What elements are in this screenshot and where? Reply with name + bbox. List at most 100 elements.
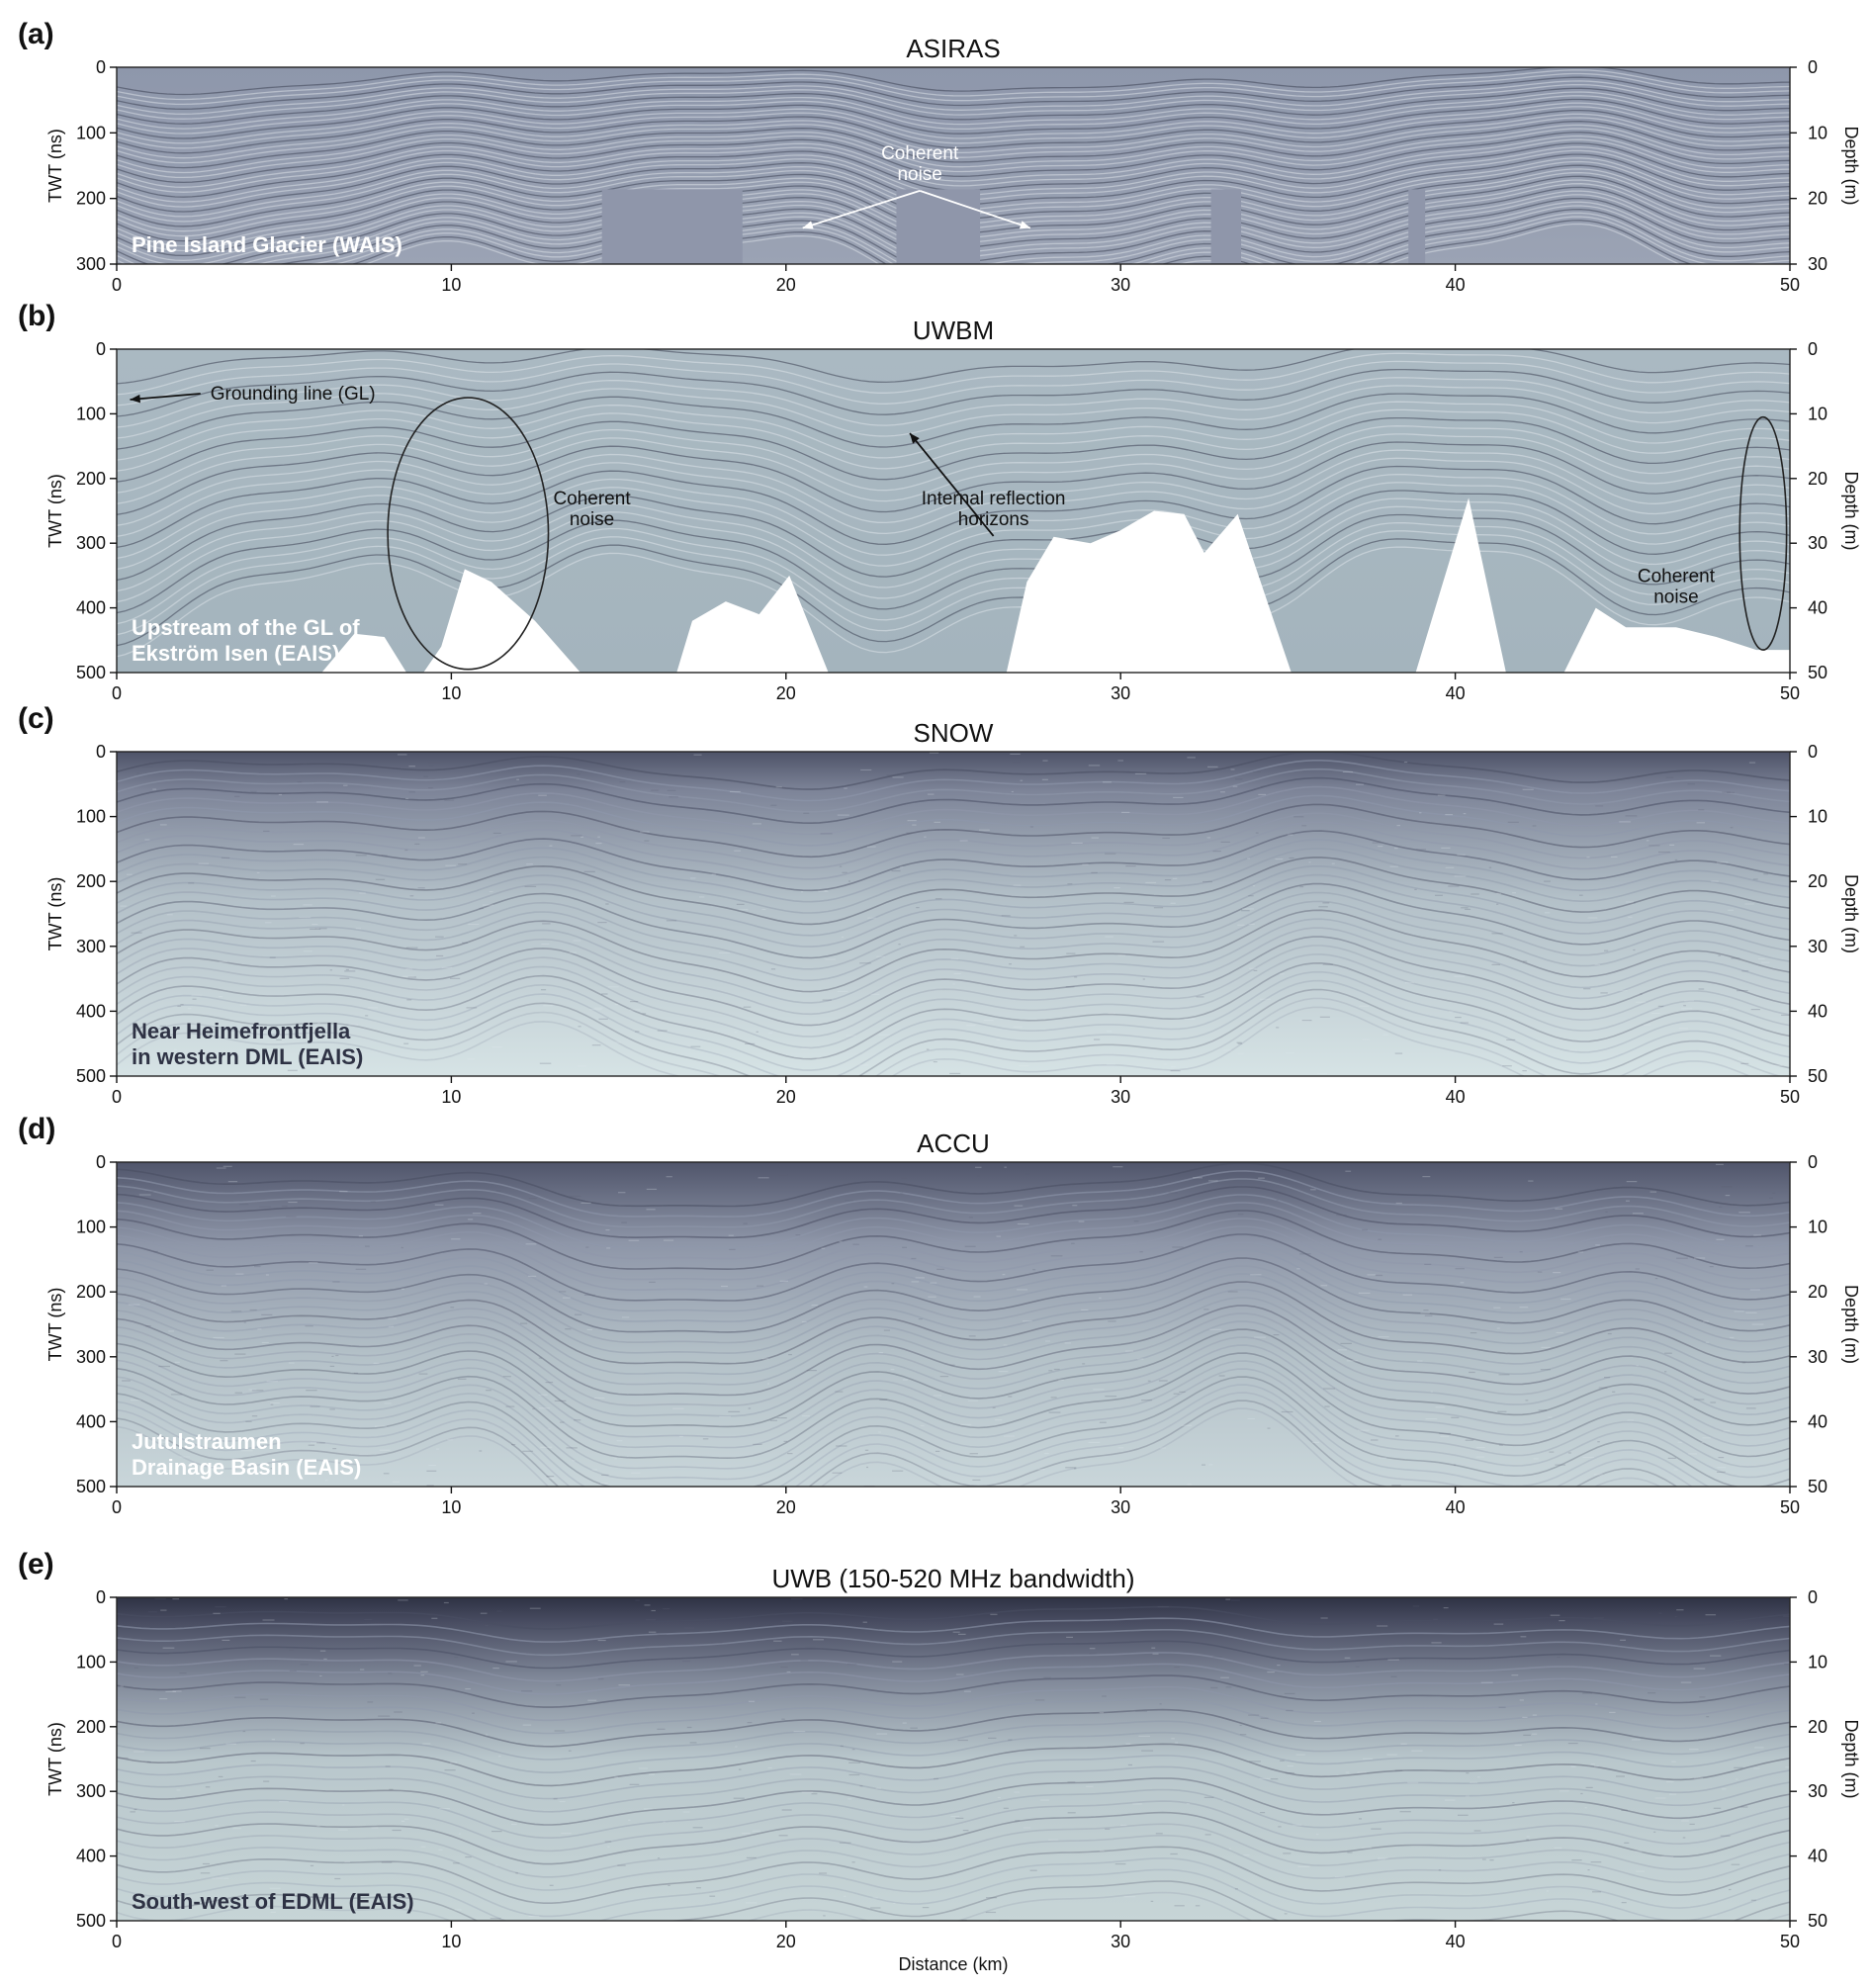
speckle (776, 1626, 785, 1628)
speckle (1498, 1706, 1506, 1708)
speckle (1108, 1320, 1116, 1322)
reflection-horizon (117, 1846, 1790, 1904)
speckle (1203, 1796, 1214, 1798)
speckle (401, 1288, 404, 1290)
speckle (628, 1819, 631, 1821)
speckle (541, 989, 547, 991)
speckle (876, 1733, 888, 1735)
speckle (1313, 1720, 1321, 1723)
reflection-horizon (117, 1731, 1790, 1774)
speckle (1082, 863, 1089, 865)
panel-title: UWBM (913, 316, 994, 345)
speckle (1105, 1828, 1111, 1830)
speckle (1250, 1274, 1262, 1276)
speckle (1577, 1251, 1584, 1253)
speckle (1387, 1659, 1399, 1661)
speckle (935, 1450, 940, 1452)
reflection-horizon (117, 1006, 1752, 1076)
speckle (467, 1058, 475, 1060)
y-tick-label: 200 (76, 1282, 106, 1302)
speckle (614, 1458, 617, 1460)
speckle (472, 1712, 475, 1714)
speckle (1654, 1797, 1666, 1799)
speckle (1412, 1605, 1420, 1607)
speckle (583, 870, 595, 872)
speckle (130, 1811, 135, 1813)
y-tick-label: 300 (76, 1781, 106, 1801)
speckle (310, 1442, 320, 1444)
speckle (839, 1240, 843, 1242)
speckle (1676, 1609, 1684, 1611)
speckle (816, 1057, 823, 1059)
speckle (930, 1282, 937, 1284)
speckle (381, 855, 388, 857)
speckle (1511, 1674, 1519, 1676)
speckle (752, 823, 761, 825)
speckle (355, 928, 361, 930)
speckle (1435, 1406, 1446, 1408)
speckle (574, 1419, 581, 1421)
speckle (975, 1166, 982, 1168)
reflection-horizon (117, 349, 1790, 385)
y2-axis-label: Depth (m) (1841, 1285, 1861, 1364)
speckle (1633, 902, 1636, 904)
speckle (160, 1609, 167, 1611)
speckle (1283, 1852, 1292, 1854)
speckle (1242, 908, 1255, 910)
speckle (1390, 1675, 1397, 1677)
speckle (927, 793, 935, 795)
reflection-horizon (117, 1788, 1790, 1840)
reflection-horizon (117, 521, 1790, 625)
speckle (1636, 1870, 1646, 1872)
speckle (1729, 1336, 1735, 1338)
speckle (1445, 814, 1454, 816)
x-tick-label: 40 (1446, 1932, 1466, 1951)
speckle (649, 1281, 656, 1283)
reflection-horizon (117, 1891, 1790, 1921)
speckle (646, 1209, 656, 1211)
speckle (569, 951, 577, 953)
speckle (1280, 1760, 1285, 1762)
speckle (465, 1688, 471, 1690)
speckle (597, 1639, 606, 1642)
speckle (1071, 1242, 1075, 1244)
speckle (839, 1842, 851, 1844)
speckle (1465, 1439, 1474, 1441)
speckle (173, 1048, 177, 1050)
speckle (1519, 1251, 1523, 1253)
speckle (198, 862, 209, 864)
speckle (994, 1682, 1000, 1684)
y2-tick-label: 20 (1808, 189, 1827, 209)
speckle (565, 1328, 572, 1330)
speckle (1553, 1272, 1561, 1274)
speckle (1737, 990, 1748, 992)
speckle (872, 1897, 878, 1899)
reflection-horizon (117, 1663, 1790, 1695)
speckle (511, 1444, 516, 1446)
y-tick-label: 400 (76, 1001, 106, 1021)
speckle (239, 1004, 247, 1006)
speckle (1523, 1734, 1531, 1736)
speckle (1437, 794, 1446, 796)
speckle (586, 1328, 592, 1330)
speckle (1582, 1692, 1593, 1694)
panel-letter: (c) (18, 702, 54, 735)
speckle (1416, 849, 1427, 851)
speckle (578, 1026, 581, 1028)
reflection-horizon (117, 918, 1790, 1004)
speckle (949, 1364, 955, 1366)
speckle (491, 1046, 502, 1048)
speckle (242, 1730, 246, 1733)
speckle (492, 832, 501, 834)
speckle (1532, 1733, 1538, 1735)
speckle (1657, 1005, 1664, 1007)
y-tick-label: 200 (76, 1717, 106, 1737)
speckle (1048, 1370, 1053, 1372)
speckle (800, 1660, 809, 1662)
y2-axis-label: Depth (m) (1841, 1719, 1861, 1798)
speckle (906, 832, 913, 834)
speckle (1560, 1298, 1571, 1301)
speckle (728, 1234, 734, 1236)
speckle (1137, 1358, 1144, 1360)
speckle (1168, 1192, 1178, 1194)
